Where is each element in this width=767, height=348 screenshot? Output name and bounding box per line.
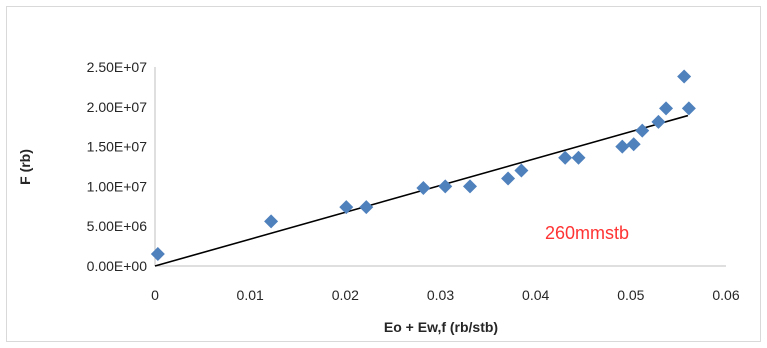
data-point bbox=[626, 137, 641, 152]
data-point bbox=[339, 200, 354, 215]
data-point bbox=[359, 200, 374, 215]
x-tick-label: 0.05 bbox=[617, 287, 644, 303]
x-axis-title: Eo + Ew,f (rb/stb) bbox=[384, 319, 498, 335]
y-tick-label: 1.50E+07 bbox=[87, 139, 148, 155]
annotation-label: 260mmstb bbox=[545, 223, 629, 243]
data-point bbox=[659, 101, 674, 116]
data-point bbox=[463, 179, 478, 194]
x-tick-label: 0.06 bbox=[712, 287, 739, 303]
data-point bbox=[264, 214, 279, 229]
x-tick-label: 0.01 bbox=[237, 287, 264, 303]
data-points bbox=[150, 69, 696, 262]
x-tick-labels: 0 0.01 0.02 0.03 0.04 0.05 0.06 bbox=[151, 287, 740, 303]
y-axis-title: F (rb) bbox=[17, 149, 33, 185]
data-point bbox=[501, 171, 516, 186]
y-tick-label: 2.50E+07 bbox=[87, 59, 148, 75]
data-point bbox=[438, 179, 453, 194]
y-tick-label: 2.00E+07 bbox=[87, 99, 148, 115]
chart-frame bbox=[6, 6, 761, 342]
data-point bbox=[681, 101, 696, 116]
data-point bbox=[150, 247, 165, 262]
data-point bbox=[416, 180, 431, 195]
y-tick-label: 1.00E+07 bbox=[87, 178, 148, 194]
data-point bbox=[514, 163, 529, 178]
y-tick-label: 0.00E+00 bbox=[87, 258, 148, 274]
y-tick-label: 5.00E+06 bbox=[87, 218, 148, 234]
data-point bbox=[615, 139, 630, 154]
x-tick-label: 0.02 bbox=[332, 287, 359, 303]
x-tick-label: 0.03 bbox=[427, 287, 454, 303]
data-point bbox=[571, 150, 586, 165]
x-tick-label: 0 bbox=[151, 287, 159, 303]
y-tick-labels: 0.00E+00 5.00E+06 1.00E+07 1.50E+07 2.00E+07… bbox=[87, 59, 148, 274]
data-point bbox=[677, 69, 692, 84]
data-point bbox=[635, 123, 650, 138]
x-tick-label: 0.04 bbox=[522, 287, 549, 303]
data-point bbox=[558, 150, 573, 165]
data-point bbox=[651, 114, 666, 129]
